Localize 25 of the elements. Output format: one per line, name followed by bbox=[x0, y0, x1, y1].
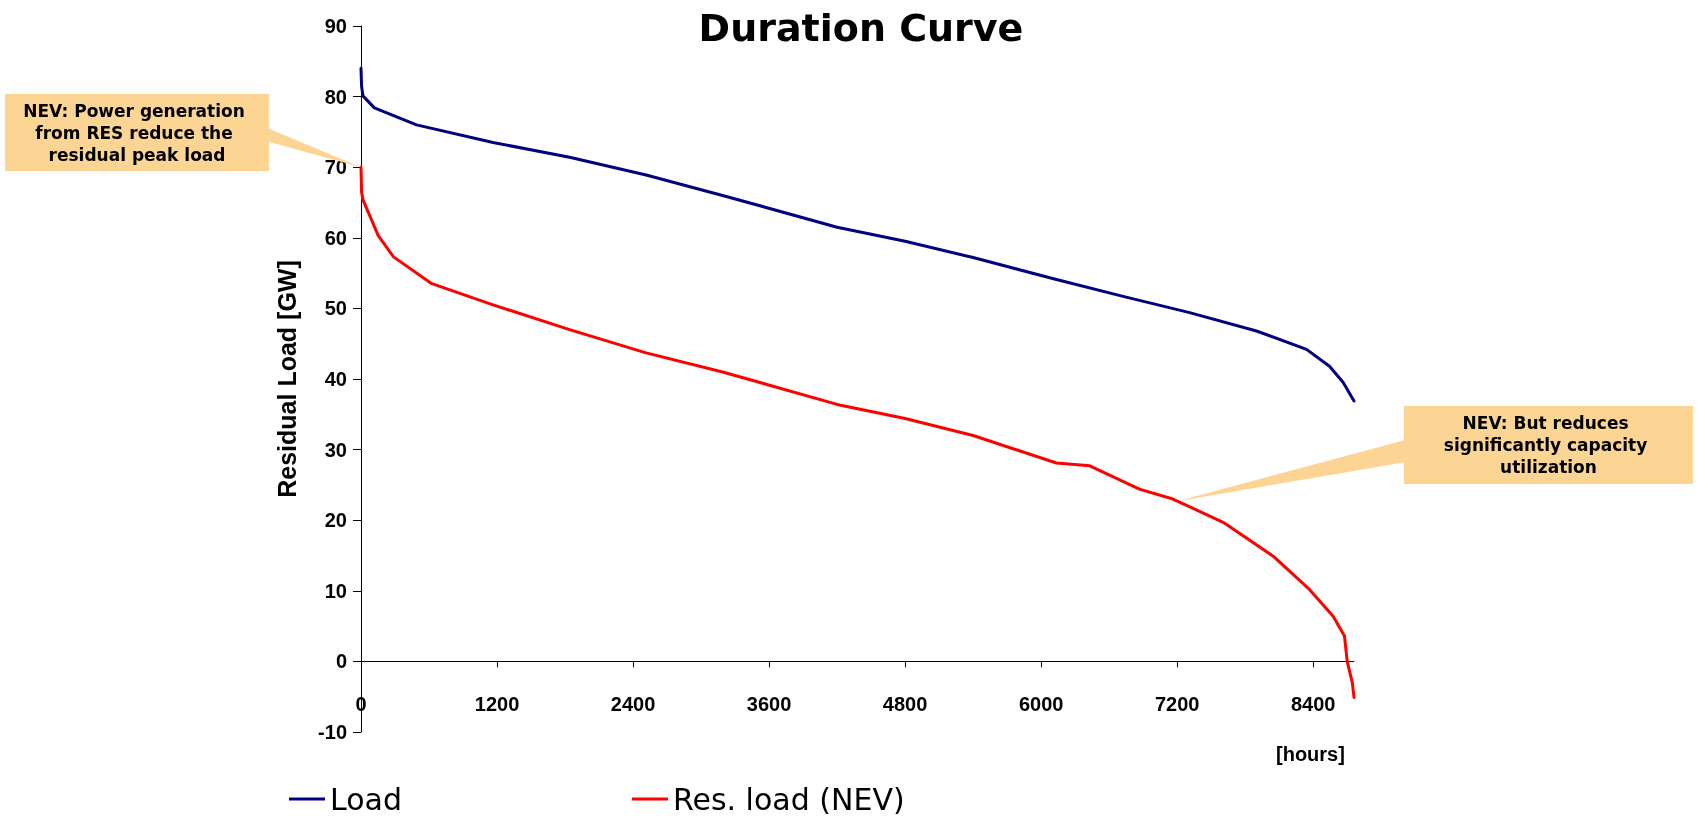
x-tick-label: 6000 bbox=[1018, 693, 1064, 715]
y-tick-label: 90 bbox=[324, 15, 347, 37]
x-axis-title: [hours] bbox=[1276, 743, 1345, 765]
y-tick-label: 50 bbox=[324, 297, 347, 320]
y-tick-label: 20 bbox=[324, 509, 347, 532]
line-series bbox=[359, 66, 1356, 403]
x-tick-label: 2400 bbox=[610, 693, 656, 715]
y-tick-label: -10 bbox=[318, 721, 347, 743]
chart-title: Duration Curve bbox=[698, 6, 1024, 50]
legend-label: Load bbox=[330, 781, 402, 817]
y-tick-label: 0 bbox=[335, 650, 347, 673]
y-axis-title: Residual Load [GW] bbox=[272, 260, 301, 498]
x-tick-label: 8400 bbox=[1290, 693, 1336, 715]
y-tick-label: 60 bbox=[324, 226, 347, 249]
y-tick-label: 80 bbox=[324, 85, 347, 108]
annotation: NEV: But reduces significantly capacity utilization bbox=[1443, 413, 1654, 477]
legend-label: Res. load (NEV) bbox=[672, 781, 905, 817]
y-tick-label: 40 bbox=[324, 368, 347, 390]
x-tick-label: 4800 bbox=[882, 693, 928, 715]
y-tick-label: 30 bbox=[324, 438, 347, 461]
x-tick-label: 3600 bbox=[746, 693, 792, 715]
annotation: NEV: Power generation from RES reduce the residual peak load bbox=[23, 101, 251, 165]
x-tick-label: 7200 bbox=[1154, 693, 1200, 715]
x-tick-label: 1200 bbox=[474, 693, 520, 715]
y-tick-label: 10 bbox=[324, 579, 347, 602]
